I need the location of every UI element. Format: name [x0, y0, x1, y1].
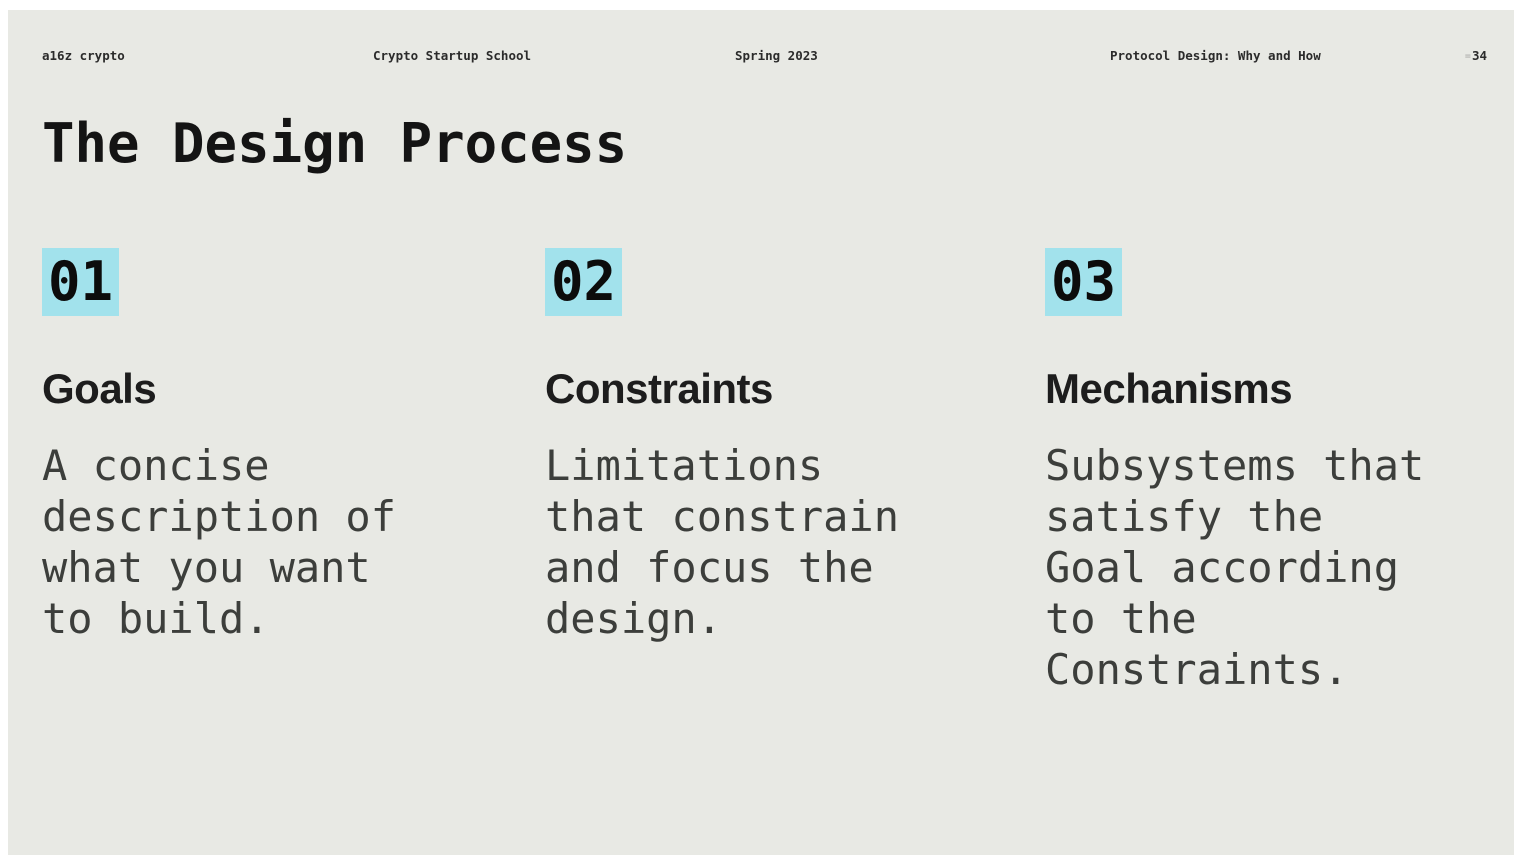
column-body-mechanisms: Subsystems that satisfy the Goal accordi…: [1045, 441, 1425, 694]
slide-title: The Design Process: [42, 112, 628, 175]
column-constraints: 02 Constraints Limitations that constrai…: [545, 248, 1015, 644]
column-mechanisms: 03 Mechanisms Subsystems that satisfy th…: [1045, 248, 1515, 695]
page-number-value: 34: [1471, 48, 1487, 63]
slide: a16z crypto Crypto Startup School Spring…: [8, 10, 1514, 855]
column-heading-goals: Goals: [42, 365, 157, 412]
header-term: Spring 2023: [735, 48, 818, 63]
header-brand: a16z crypto: [42, 48, 125, 63]
column-body-constraints: Limitations that constrain and focus the…: [545, 441, 900, 643]
step-number-badge-01: 01: [42, 248, 120, 316]
step-number-badge-03: 03: [1045, 248, 1123, 316]
column-heading-constraints: Constraints: [545, 365, 773, 412]
step-number-badge-02: 02: [545, 248, 623, 316]
column-heading-mechanisms: Mechanisms: [1045, 365, 1293, 412]
column-body-goals: A concise description of what you want t…: [42, 441, 397, 643]
header-lecture-title: Protocol Design: Why and How: [1110, 48, 1321, 63]
page-number: =34: [1464, 48, 1487, 63]
header-program: Crypto Startup School: [373, 48, 532, 63]
page-prefix-mark: =: [1464, 51, 1471, 62]
column-goals: 01 Goals A concise description of what y…: [42, 248, 512, 644]
